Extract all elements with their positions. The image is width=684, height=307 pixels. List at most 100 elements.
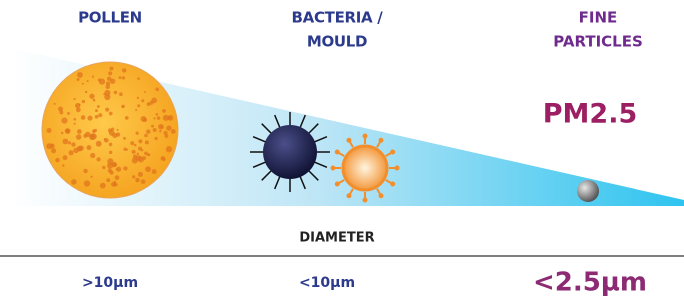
- icon-detail: [108, 71, 112, 75]
- icon-detail: [97, 105, 100, 108]
- icon-detail: [71, 142, 75, 146]
- icon-detail: [105, 108, 109, 112]
- icon-detail: [96, 157, 100, 161]
- icon-detail: [134, 144, 137, 147]
- icon-detail: [96, 141, 102, 147]
- icon-detail: [65, 129, 69, 133]
- icon-detail: [117, 129, 119, 131]
- icon-detail: [115, 175, 120, 180]
- infographic: POLLEN BACTERIA / MOULD FINE PARTICLES P…: [0, 0, 684, 307]
- icon-detail: [136, 131, 139, 134]
- icon-detail: [103, 93, 105, 95]
- icon-detail: [77, 72, 83, 78]
- icon-detail: [116, 168, 118, 170]
- icon-detail: [98, 113, 102, 117]
- icon-detail: [122, 68, 126, 72]
- column-title: BACTERIA /: [292, 9, 384, 27]
- icon-detail: [335, 150, 340, 155]
- icon-detail: [152, 169, 157, 174]
- icon-detail: [141, 99, 144, 102]
- icon-detail: [109, 112, 113, 116]
- icon-detail: [68, 141, 71, 144]
- icon-detail: [102, 166, 105, 169]
- icon-detail: [144, 91, 146, 93]
- icon-detail: [106, 178, 110, 182]
- fine-particle-icon: [577, 180, 599, 202]
- icon-detail: [109, 151, 112, 154]
- icon-detail: [87, 116, 92, 121]
- column-title: POLLEN: [78, 9, 142, 27]
- icon-detail: [146, 129, 151, 134]
- icon-detail: [390, 150, 395, 155]
- icon-detail: [99, 78, 105, 84]
- icon-detail: [119, 92, 123, 96]
- icon-detail: [62, 138, 68, 144]
- icon-detail: [85, 91, 87, 93]
- icon-detail: [138, 139, 142, 143]
- icon-detail: [363, 134, 368, 139]
- icon-detail: [108, 168, 112, 172]
- icon-detail: [137, 153, 139, 155]
- icon-detail: [161, 126, 164, 129]
- icon-detail: [76, 107, 81, 112]
- icon-detail: [51, 143, 53, 145]
- icon-detail: [137, 97, 139, 99]
- icon-detail: [95, 109, 98, 112]
- icon-detail: [137, 77, 140, 80]
- icon-detail: [331, 166, 336, 171]
- icon-detail: [74, 123, 76, 125]
- icon-detail: [347, 138, 352, 143]
- icon-detail: [104, 138, 106, 140]
- icon-detail: [151, 125, 154, 128]
- icon-detail: [145, 166, 151, 172]
- icon-detail: [162, 109, 166, 113]
- icon-detail: [166, 146, 172, 152]
- icon-detail: [61, 132, 64, 135]
- icon-detail: [58, 107, 63, 112]
- icon-detail: [55, 158, 60, 163]
- icon-detail: [83, 169, 87, 173]
- icon-detail: [114, 91, 118, 95]
- icon-detail: [155, 137, 158, 140]
- icon-detail: [125, 116, 129, 120]
- icon-detail: [363, 198, 368, 203]
- axis-label: DIAMETER: [299, 231, 374, 246]
- icon-detail: [82, 83, 84, 85]
- icon-detail: [163, 158, 166, 161]
- icon-detail: [132, 175, 135, 178]
- icon-detail: [73, 148, 78, 153]
- icon-detail: [122, 76, 125, 79]
- icon-detail: [138, 172, 143, 177]
- icon-detail: [123, 166, 127, 170]
- icon-detail: [137, 104, 140, 107]
- icon-detail: [82, 100, 85, 103]
- icon-detail: [104, 90, 110, 96]
- icon-detail: [132, 150, 136, 154]
- icon-detail: [73, 118, 76, 121]
- icon-detail: [76, 134, 81, 139]
- icon-detail: [112, 133, 117, 138]
- size-label: <10µm: [299, 275, 355, 291]
- icon-detail: [135, 178, 140, 183]
- icon-detail: [141, 116, 147, 122]
- icon-detail: [71, 179, 77, 185]
- icon-detail: [335, 182, 340, 187]
- icon-detail: [67, 112, 70, 115]
- icon-detail: [92, 129, 96, 133]
- icon-detail: [95, 115, 99, 119]
- column-title: PARTICLES: [553, 33, 643, 51]
- icon-detail: [157, 116, 160, 119]
- icon-detail: [164, 134, 168, 138]
- pm-badge: PM2.5: [543, 99, 638, 130]
- icon-detail: [63, 155, 68, 160]
- icon-detail: [68, 150, 73, 155]
- icon-detail: [347, 193, 352, 198]
- icon-detail: [78, 103, 80, 105]
- icon-detail: [77, 78, 80, 81]
- icon-detail: [171, 129, 176, 134]
- icon-detail: [93, 99, 96, 102]
- icon-detail: [151, 97, 157, 103]
- icon-detail: [379, 193, 384, 198]
- icon-detail: [141, 149, 143, 151]
- icon-detail: [107, 163, 113, 169]
